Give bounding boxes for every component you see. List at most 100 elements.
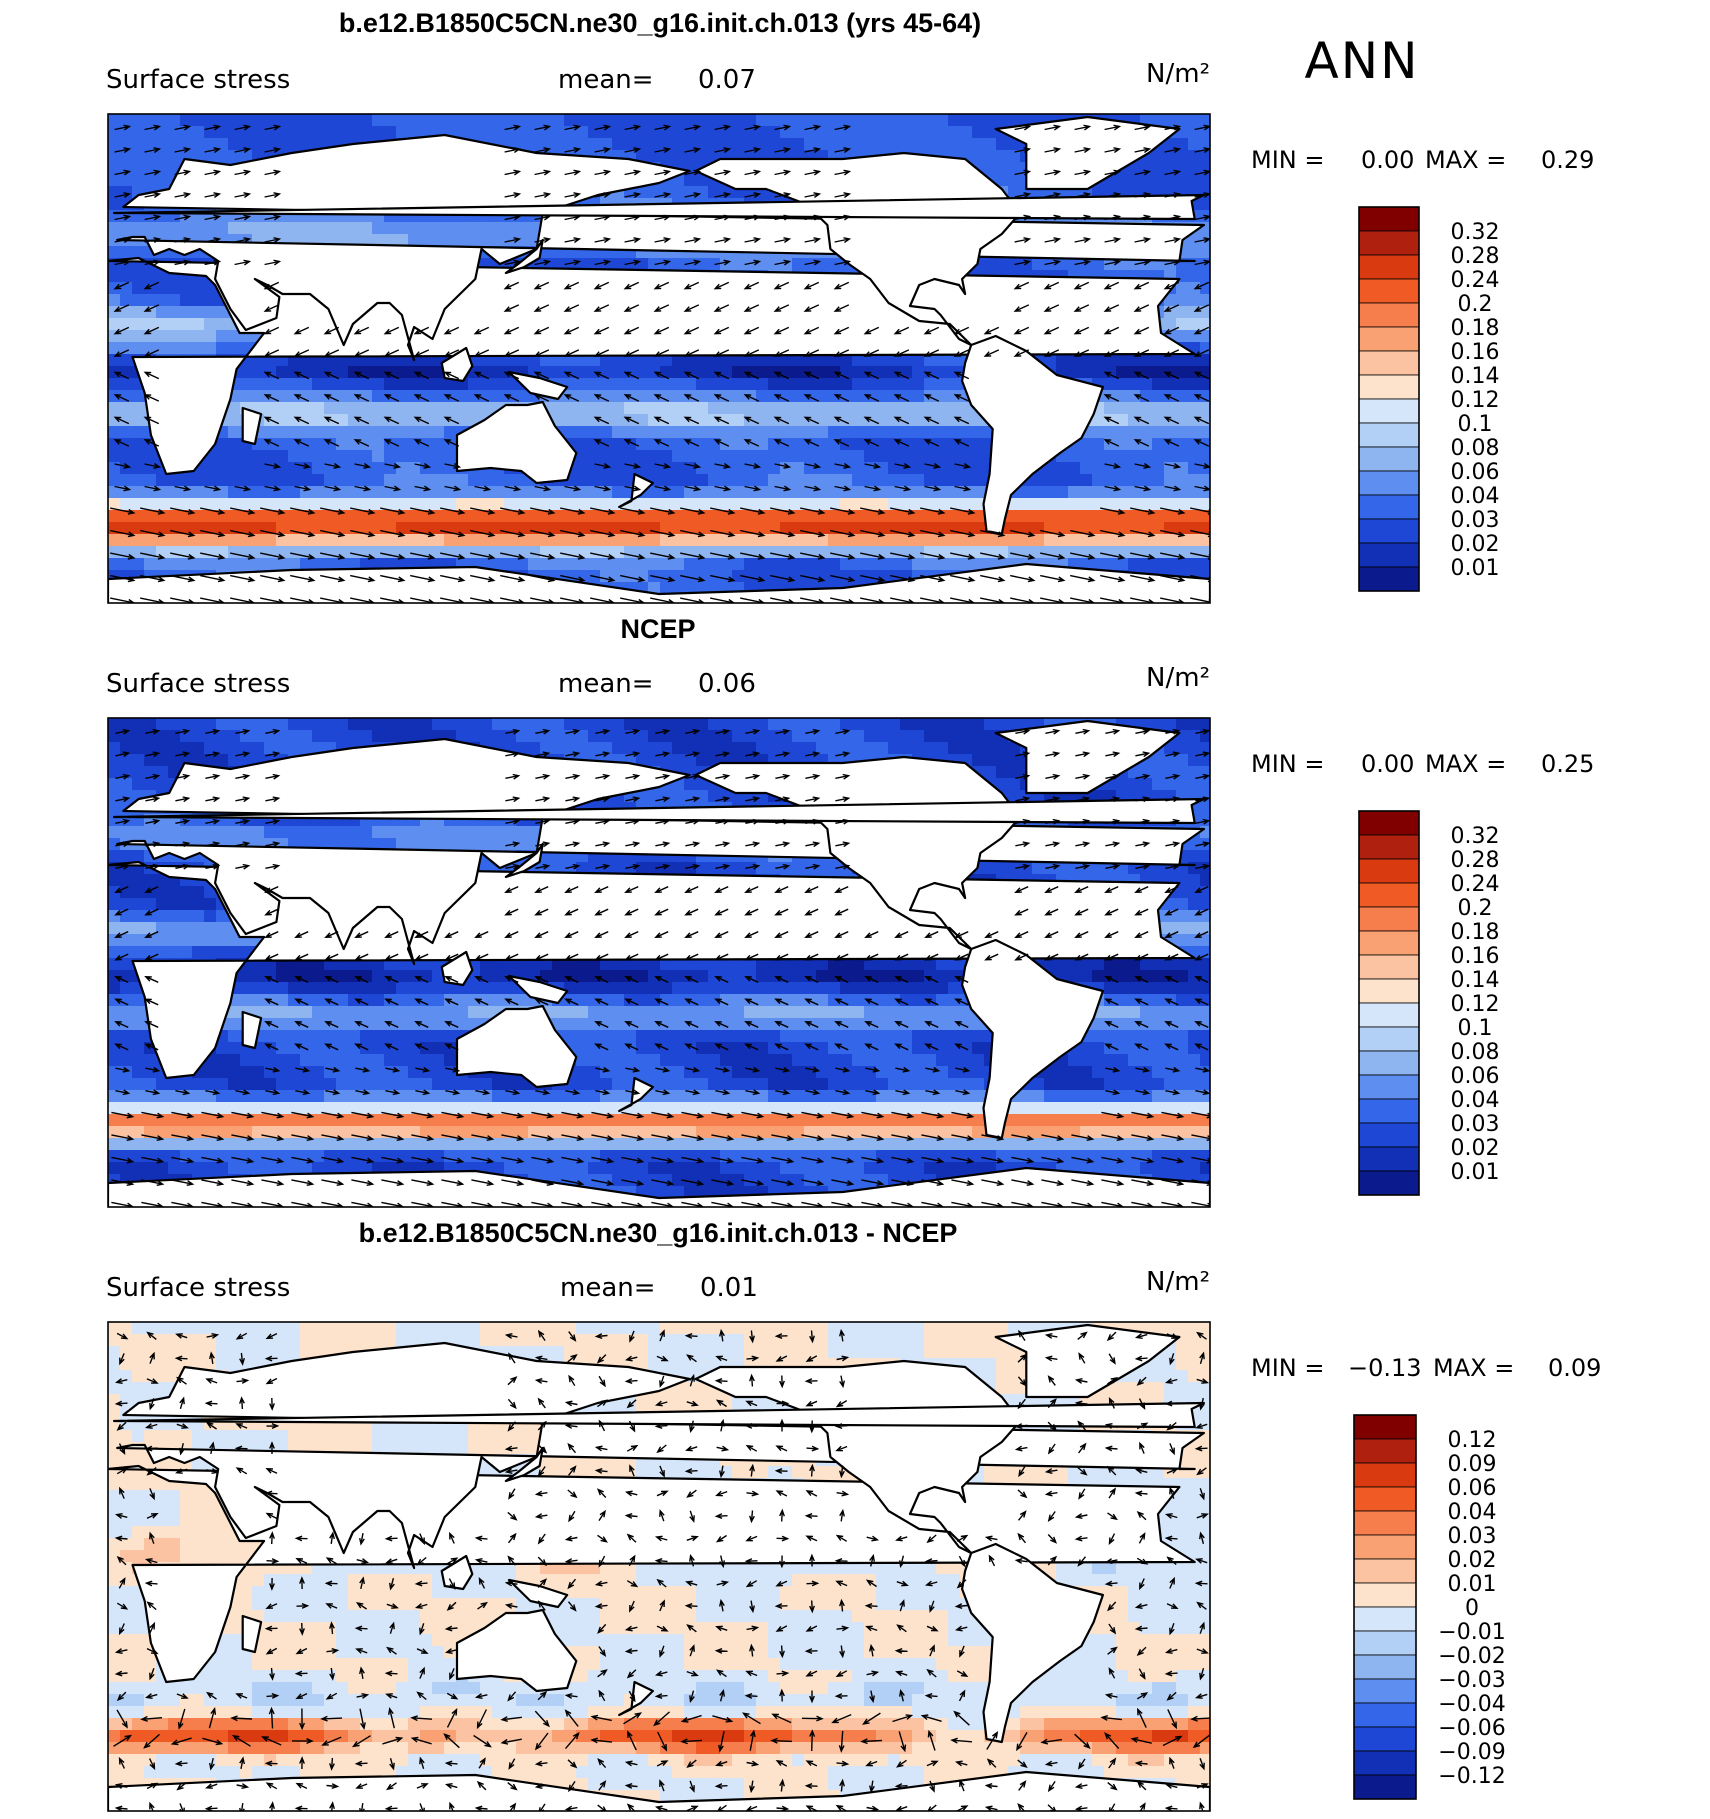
field-cell (516, 730, 529, 743)
field-cell (564, 486, 577, 499)
stress-vector (174, 169, 192, 176)
stress-vector (1193, 439, 1210, 447)
field-cell (192, 546, 205, 559)
field-cell (756, 730, 769, 743)
stress-vector (740, 507, 766, 515)
stress-vector (294, 463, 312, 469)
field-cell (1008, 186, 1021, 199)
field-cell (576, 126, 589, 139)
stress-vector (440, 507, 466, 515)
stress-vector (503, 281, 520, 290)
field-cell (780, 558, 793, 571)
field-cell (732, 126, 745, 139)
field-cell (384, 426, 397, 439)
field-cell (432, 402, 445, 415)
field-cell (876, 474, 889, 487)
field-cell (600, 522, 613, 535)
colorbar-swatch (1358, 302, 1420, 328)
stress-vector (830, 552, 856, 560)
field-cell (708, 378, 721, 391)
stress-vector (1104, 147, 1122, 153)
stress-vector (953, 371, 970, 380)
field-cell (228, 342, 241, 355)
field-cell (372, 522, 385, 535)
field-cell (432, 390, 445, 403)
field-cell (840, 414, 853, 427)
field-cell (828, 258, 841, 271)
field-cell (108, 126, 121, 139)
field-cell (912, 534, 925, 547)
field-cell (720, 414, 733, 427)
stress-vector (713, 304, 730, 312)
field-cell (732, 438, 745, 451)
field-cell (1152, 402, 1165, 415)
field-cell (240, 222, 253, 235)
field-cell (780, 522, 793, 535)
field-cell (144, 174, 157, 187)
stress-vector (863, 349, 880, 357)
field-cell (408, 114, 421, 127)
field-cell (216, 342, 229, 355)
field-cell (1176, 718, 1189, 731)
field-cell (960, 402, 973, 415)
stress-vector (980, 552, 1006, 560)
field-cell (648, 450, 661, 463)
field-cell (528, 498, 541, 511)
field-cell (276, 378, 289, 391)
field-cell (492, 546, 505, 559)
field-cell (732, 402, 745, 415)
field-cell (960, 126, 973, 139)
stress-vector (533, 371, 550, 380)
field-cell (384, 730, 397, 743)
field-cell (108, 162, 121, 175)
field-cell (636, 426, 649, 439)
field-cell (672, 462, 685, 475)
field-cell (504, 378, 517, 391)
field-cell (804, 378, 817, 391)
field-cell (936, 450, 949, 463)
field-cell (768, 378, 781, 391)
field-cell (528, 718, 541, 731)
field-cell (156, 474, 169, 487)
stress-vector (1044, 214, 1062, 221)
field-cell (144, 486, 157, 499)
field-cell (1200, 546, 1210, 559)
field-cell (648, 558, 661, 571)
stress-vector (890, 529, 916, 538)
field-cell (612, 138, 625, 151)
stress-vector (1100, 529, 1126, 538)
field-cell (264, 742, 277, 755)
field-cell (408, 510, 421, 523)
stress-vector (204, 259, 222, 266)
stress-vector (774, 147, 792, 153)
field-cell (408, 534, 421, 547)
field-cell (720, 558, 733, 571)
stress-vector (534, 259, 552, 266)
field-cell (360, 426, 373, 439)
field-cell (156, 558, 169, 571)
stress-vector (413, 371, 430, 380)
field-cell (132, 306, 145, 319)
stress-vector (320, 529, 346, 538)
field-cell (900, 450, 913, 463)
field-cell (900, 498, 913, 511)
field-cell (1116, 378, 1129, 391)
field-cell (180, 282, 193, 295)
stress-vector (624, 124, 642, 131)
field-cell (828, 546, 841, 559)
field-cell (480, 222, 493, 235)
field-cell (1044, 510, 1057, 523)
stress-vector (500, 574, 526, 583)
field-cell (372, 450, 385, 463)
field-cell (180, 318, 193, 331)
field-cell (960, 730, 973, 743)
field-cell (684, 354, 697, 367)
field-cell (684, 498, 697, 511)
field-cell (444, 718, 457, 731)
field-cell (420, 126, 433, 139)
field-cell (348, 510, 361, 523)
field-cell (336, 378, 349, 391)
field-cell (1176, 282, 1189, 295)
stress-vector (534, 147, 552, 153)
field-cell (840, 390, 853, 403)
